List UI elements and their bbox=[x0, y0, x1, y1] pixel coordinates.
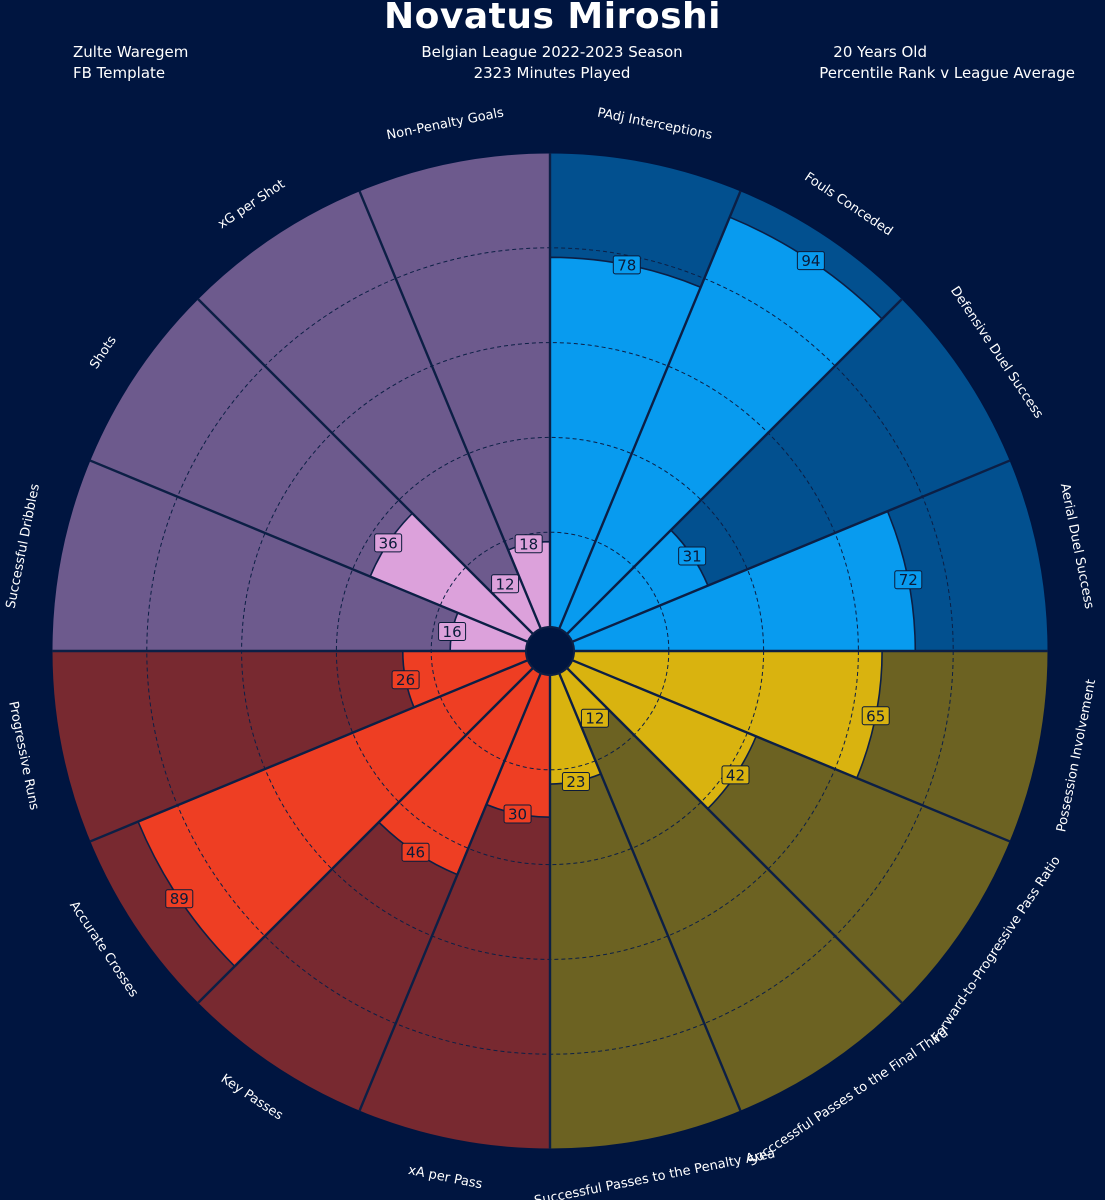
background-sector-succcessful-passes-to-the-final-third bbox=[559, 667, 903, 1112]
template-name: FB Template bbox=[73, 64, 166, 82]
background-sector-successful-passes-to-the-penalty-area bbox=[550, 673, 741, 1149]
value-label-text: 89 bbox=[170, 890, 189, 908]
value-label-box bbox=[514, 534, 543, 554]
value-label-box bbox=[580, 708, 609, 728]
category-label-non-penalty-goals: Non-Penalty Goals bbox=[385, 105, 505, 143]
value-labels: 78 94 31 72 65 42 12 23 30 46 89 26 16 36 12 18 bbox=[165, 251, 923, 909]
background-sector-xg-per-shot bbox=[197, 190, 541, 635]
value-label-progressive-runs: 26 bbox=[391, 670, 420, 690]
value-label-box bbox=[491, 574, 520, 594]
sector-dividers bbox=[52, 153, 1048, 1149]
value-label-shots: 36 bbox=[374, 533, 403, 553]
sector-divider bbox=[566, 667, 903, 1004]
league-season: Belgian League 2022-2023 Season bbox=[421, 43, 683, 61]
value-label-successful-dribbles: 16 bbox=[438, 622, 467, 642]
value-label-text: 65 bbox=[866, 707, 885, 725]
club-name: Zulte Waregem bbox=[73, 43, 189, 61]
value-label-box bbox=[391, 670, 420, 690]
value-label-text: 12 bbox=[496, 575, 515, 593]
sector-divider bbox=[197, 298, 534, 635]
sector-divider bbox=[358, 672, 542, 1112]
background-sector-progressive-runs bbox=[52, 651, 528, 842]
sector-divider bbox=[558, 672, 742, 1112]
value-sectors bbox=[137, 216, 917, 968]
value-label-text: 46 bbox=[406, 844, 425, 862]
category-label-padj-interceptions: PAdj Interceptions bbox=[596, 106, 714, 144]
value-label-accurate-crosses: 89 bbox=[165, 889, 194, 909]
value-label-defensive-duel-success: 31 bbox=[678, 546, 707, 566]
value-label-text: 26 bbox=[396, 671, 415, 689]
sector-divider bbox=[358, 190, 542, 630]
background-sector-non-penalty-goals bbox=[359, 153, 550, 629]
value-label-fouls-conceded: 94 bbox=[796, 251, 825, 271]
value-label-text: 30 bbox=[508, 806, 527, 824]
value-label-text: 72 bbox=[899, 571, 918, 589]
value-label-text: 36 bbox=[379, 534, 398, 552]
value-label-box bbox=[678, 546, 707, 566]
sector-divider bbox=[89, 459, 529, 643]
value-label-text: 31 bbox=[683, 548, 702, 566]
value-label-key-passes: 46 bbox=[401, 842, 430, 862]
category-label-progressive-runs: Progressive Runs bbox=[5, 700, 41, 812]
player-age: 20 Years Old bbox=[833, 43, 927, 61]
value-label-box bbox=[438, 622, 467, 642]
category-label-possession-involvement: Possession Involvement bbox=[1054, 678, 1099, 833]
sector-divider bbox=[571, 659, 1011, 843]
category-label-fouls-conceded: Fouls Conceded bbox=[801, 170, 895, 240]
player-name-title: Novatus Miroshi bbox=[384, 0, 721, 37]
comparison-basis: Percentile Rank v League Average bbox=[819, 64, 1075, 82]
value-label-box bbox=[796, 251, 825, 271]
center-hub bbox=[525, 626, 575, 676]
category-label-aerial-duel-success: Aerial Duel Success bbox=[1057, 482, 1097, 610]
value-label-aerial-duel-success: 72 bbox=[894, 570, 923, 590]
sector-divider bbox=[571, 459, 1011, 643]
value-label-text: 94 bbox=[801, 252, 820, 270]
value-label-box bbox=[165, 889, 194, 909]
header-center: Belgian League 2022-2023 Season 2323 Min… bbox=[352, 42, 752, 84]
category-label-successful-passes-to-the-penalty-area: Successful Passes to the Penalty Area bbox=[533, 1146, 776, 1200]
value-label-text: 78 bbox=[617, 256, 636, 274]
value-label-xa-per-pass: 30 bbox=[503, 804, 532, 824]
value-label-text: 16 bbox=[443, 623, 462, 641]
value-label-box bbox=[894, 570, 923, 590]
value-label-text: 18 bbox=[519, 535, 538, 553]
category-label-shots: Shots bbox=[87, 333, 120, 372]
category-label-key-passes: Key Passes bbox=[218, 1071, 286, 1123]
header-right: 20 Years Old Percentile Rank v League Av… bbox=[819, 42, 1075, 84]
value-label-text: 12 bbox=[585, 710, 604, 728]
sector-divider bbox=[558, 190, 742, 630]
category-label-xa-per-pass: xA per Pass bbox=[407, 1163, 484, 1192]
value-label-possession-involvement: 65 bbox=[861, 706, 890, 726]
category-label-successful-dribbles: Successful Dribbles bbox=[4, 482, 43, 609]
value-label-box bbox=[374, 533, 403, 553]
background-sector-successful-dribbles bbox=[52, 460, 528, 651]
category-label-xg-per-shot: xG per Shot bbox=[215, 177, 287, 232]
sector-divider bbox=[566, 298, 903, 635]
value-label-padj-interceptions: 78 bbox=[612, 255, 641, 275]
value-label-text: 42 bbox=[726, 766, 745, 784]
minutes-played: 2323 Minutes Played bbox=[473, 64, 631, 82]
header-left: Zulte Waregem FB Template bbox=[73, 42, 188, 84]
value-label-box bbox=[401, 842, 430, 862]
value-label-box bbox=[561, 771, 590, 791]
value-label-box bbox=[612, 255, 641, 275]
value-label-box bbox=[503, 804, 532, 824]
value-label-successful-passes-to-the-penalty-area: 23 bbox=[561, 771, 590, 791]
value-label-non-penalty-goals: 18 bbox=[514, 534, 543, 554]
value-label-text: 23 bbox=[566, 773, 585, 791]
value-label-xg-per-shot: 12 bbox=[491, 574, 520, 594]
value-label-box bbox=[861, 706, 890, 726]
sector-divider bbox=[89, 659, 529, 843]
value-label-succcessful-passes-to-the-final-third: 12 bbox=[580, 708, 609, 728]
value-label-forward-to-progressive-pass-ratio: 42 bbox=[721, 765, 750, 785]
sector-divider bbox=[197, 667, 534, 1004]
value-label-box bbox=[721, 765, 750, 785]
